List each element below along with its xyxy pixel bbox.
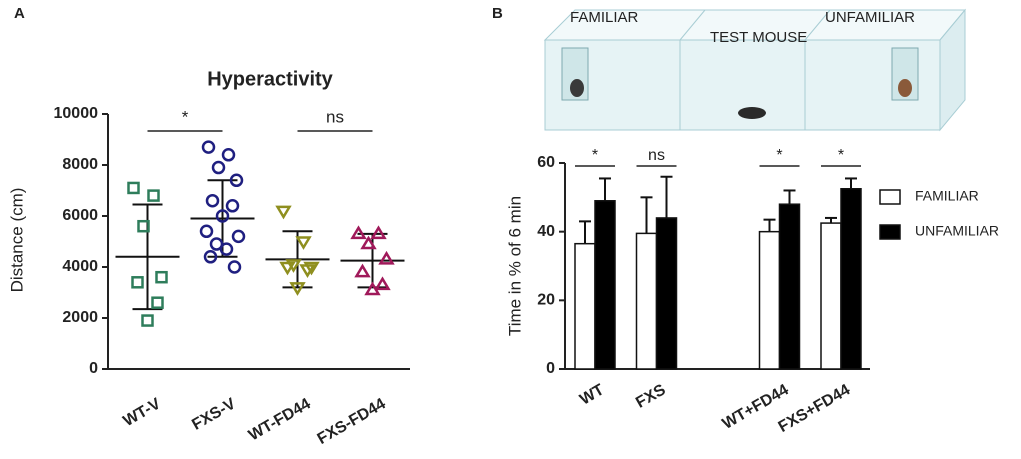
x-tick-label: WT-FD44 [246,395,314,444]
bar [820,222,842,370]
y-tick-label: 6000 [62,207,98,224]
legend-label: FAMILIAR [915,188,979,204]
bar [635,232,658,370]
data-point [275,205,292,220]
y-tick-label: 10000 [54,105,99,122]
bar [655,217,678,370]
mouse [898,79,912,97]
arena-side [939,8,966,132]
data-point [155,270,168,284]
y-axis-label: Distance (cm) [7,188,26,293]
data-point [354,263,371,278]
data-point [227,260,242,274]
data-point [137,219,150,233]
y-tick-label: 60 [537,154,555,171]
y-tick-label: 40 [537,223,555,240]
data-point [360,235,377,250]
data-point [378,250,395,265]
data-point [289,282,306,296]
data-point [299,264,316,278]
data-point [219,242,234,256]
annotation: * [592,147,598,164]
x-tick-label: WT-V [120,395,163,430]
illustration: FAMILIAR TEST MOUSE UNFAMILIAR [543,8,967,132]
data-point [141,314,154,327]
bar [758,230,781,370]
annotation: * [838,147,844,164]
panel-label: A [14,5,25,22]
bar [778,203,801,370]
data-point [231,229,246,244]
bar [594,200,616,370]
x-tick-label: FXS-V [189,395,239,433]
bar [840,188,862,370]
legend-label: UNFAMILIAR [915,223,999,239]
data-point [221,148,236,162]
data-point [229,173,244,188]
y-axis-label: Time in % of 6 min [505,196,524,336]
data-point [201,140,216,154]
annotation: ns [648,147,665,164]
panel-label: B [492,5,503,22]
wall [804,9,831,41]
data-point [374,276,391,291]
annotation: ns [326,107,344,126]
data-point [151,296,164,309]
y-tick-label: 8000 [62,156,98,173]
wall [679,9,706,41]
data-point [147,189,160,202]
diagram-label: UNFAMILIAR [825,9,915,26]
y-tick-label: 2000 [62,309,98,326]
mouse [570,79,584,97]
data-point [205,193,220,208]
data-point [279,261,296,276]
annotation: * [182,107,189,126]
data-point [303,261,320,276]
x-tick-label: FXS-FD44 [315,395,389,448]
legend-swatch [879,224,901,240]
data-point [203,250,218,264]
data-point [285,259,302,273]
data-point [127,181,140,195]
y-tick-label: 0 [89,360,98,377]
data-point [209,237,224,251]
y-tick-label: 4000 [62,258,98,275]
diagram-label: TEST MOUSE [710,29,807,46]
data-point [225,199,240,213]
legend-swatch [879,189,901,205]
diagram-label: FAMILIAR [570,9,639,26]
data-point [350,225,367,240]
x-tick-label: WT [577,381,607,408]
data-point [199,224,214,239]
annotation: * [776,147,782,164]
x-tick-label: FXS [633,381,669,411]
data-point [131,276,144,289]
data-point [370,225,387,240]
bar [574,242,596,370]
data-point [295,236,312,250]
data-point [215,209,230,223]
data-point [211,160,226,175]
mouse [738,107,766,119]
y-tick-label: 0 [546,360,555,377]
chart-title: Hyperactivity [207,68,333,90]
data-point [364,281,381,296]
y-tick-label: 20 [537,292,555,309]
